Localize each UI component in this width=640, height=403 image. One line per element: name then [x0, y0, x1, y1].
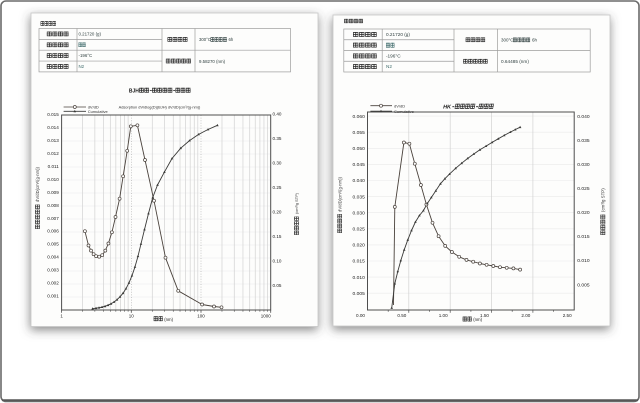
svg-text:0.21720 (g): 0.21720 (g): [79, 31, 102, 36]
svg-text:0.014: 0.014: [47, 125, 59, 130]
svg-text:0.50: 0.50: [397, 313, 406, 318]
svg-text:0.012: 0.012: [47, 151, 59, 156]
svg-text:0.005: 0.005: [577, 282, 590, 288]
svg-text:0.040: 0.040: [353, 178, 366, 184]
svg-text:0.013: 0.013: [47, 138, 59, 143]
svg-text:0.35: 0.35: [273, 136, 282, 141]
svg-text:dV/dD(cm³/(g·nm)): dV/dD(cm³/(g·nm)): [35, 166, 40, 202]
svg-text:1: 1: [60, 313, 63, 318]
svg-text:0.010: 0.010: [47, 177, 59, 182]
svg-text:BJH: BJH: [129, 88, 139, 94]
svg-text:0.21720 (g): 0.21720 (g): [386, 32, 410, 37]
svg-text:0.00: 0.00: [356, 313, 365, 318]
svg-text:0.002: 0.002: [47, 281, 59, 286]
svg-text:-196°C: -196°C: [386, 54, 401, 59]
svg-text:0.005: 0.005: [47, 242, 59, 247]
svg-text:0.030: 0.030: [577, 162, 590, 168]
svg-text:0.001: 0.001: [47, 293, 59, 298]
svg-text:(nm): (nm): [473, 317, 482, 322]
svg-text:(cm³/g STP): (cm³/g STP): [601, 188, 606, 212]
svg-text:N2: N2: [79, 64, 85, 69]
svg-text:0.030: 0.030: [353, 210, 366, 216]
svg-text:0.015: 0.015: [47, 112, 59, 117]
svg-text:0.020: 0.020: [353, 243, 366, 249]
svg-text:Cumulative: Cumulative: [88, 109, 109, 114]
svg-text:-196°C: -196°C: [79, 53, 93, 58]
svg-text:300°C: 300°C: [199, 37, 211, 42]
svg-text:0.011: 0.011: [48, 164, 60, 169]
svg-text:0.30: 0.30: [273, 160, 282, 165]
svg-text:dV/dD: dV/dD: [394, 103, 405, 108]
svg-text:0.015: 0.015: [577, 234, 590, 240]
svg-text:0.009: 0.009: [47, 190, 59, 195]
svg-text:6h: 6h: [532, 38, 538, 43]
svg-text:0.045: 0.045: [353, 162, 366, 168]
svg-text:Cumulative: Cumulative: [394, 109, 415, 114]
svg-text:0.020: 0.020: [577, 210, 590, 216]
svg-text:300°C: 300°C: [501, 38, 514, 43]
svg-text:1.00: 1.00: [439, 313, 448, 318]
svg-text:0.050: 0.050: [353, 146, 366, 152]
svg-text:0.15: 0.15: [273, 234, 282, 239]
svg-text:(nm): (nm): [164, 317, 173, 322]
svg-text:0.40: 0.40: [273, 111, 282, 116]
svg-text:0.008: 0.008: [47, 203, 59, 208]
svg-text:0.040: 0.040: [577, 114, 590, 120]
svg-text:N2: N2: [386, 64, 392, 69]
svg-text:0.060: 0.060: [353, 114, 366, 120]
svg-text:2.00: 2.00: [521, 313, 530, 318]
svg-text:0.003: 0.003: [47, 268, 59, 273]
svg-text:0.035: 0.035: [353, 194, 366, 200]
svg-text:dV/dD(cm³/(g·nm)): dV/dD(cm³/(g·nm)): [337, 176, 342, 212]
svg-text:6h: 6h: [229, 37, 234, 42]
svg-text:0.025: 0.025: [353, 227, 366, 233]
svg-text:0.005: 0.005: [353, 291, 366, 297]
svg-text:0.007: 0.007: [47, 216, 59, 221]
svg-text:0.10: 0.10: [273, 258, 282, 263]
svg-text:0.035: 0.035: [577, 138, 590, 144]
svg-text:9.58270 (nm): 9.58270 (nm): [199, 59, 226, 64]
svg-text:0.20: 0.20: [273, 209, 282, 214]
svg-text:1000: 1000: [261, 313, 272, 318]
svg-text:0.055: 0.055: [353, 130, 366, 136]
svg-text:1.50: 1.50: [480, 313, 489, 318]
svg-text:0.010: 0.010: [577, 258, 590, 264]
svg-text:100: 100: [197, 313, 205, 318]
svg-text:0.25: 0.25: [273, 185, 282, 190]
svg-text:0.05: 0.05: [273, 283, 282, 288]
svg-text:10: 10: [129, 313, 135, 318]
svg-text:(cm³/g STP): (cm³/g STP): [294, 192, 299, 214]
svg-text:0.015: 0.015: [353, 259, 366, 265]
svg-text:Adsorption dV/dlog(D)(BJH) dV/: Adsorption dV/dlog(D)(BJH) dV/dD(cm³/(g·…: [119, 105, 201, 110]
svg-text:0.025: 0.025: [577, 186, 590, 192]
svg-text:HK: HK: [442, 105, 451, 111]
svg-text:0.004: 0.004: [47, 255, 59, 260]
svg-text:2.50: 2.50: [563, 313, 572, 318]
svg-text:0.64485 (nm): 0.64485 (nm): [501, 59, 529, 64]
svg-text:0.010: 0.010: [353, 275, 366, 281]
svg-text:0.006: 0.006: [47, 229, 59, 234]
svg-text:dV/dD: dV/dD: [88, 105, 99, 110]
